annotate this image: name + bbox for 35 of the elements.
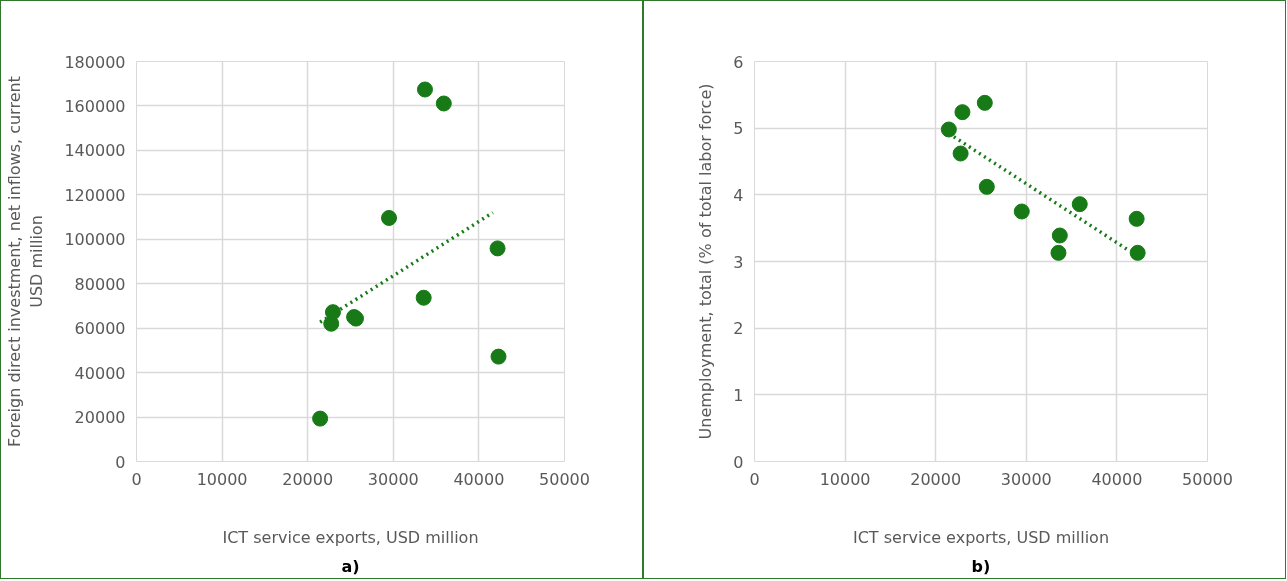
y-tick-label: 80000 [74, 274, 126, 294]
x-tick-label: 0 [131, 469, 142, 489]
x-tick-label: 20000 [282, 469, 334, 489]
x-tick-label: 10000 [196, 469, 248, 489]
y-tick-label: 180000 [64, 52, 126, 72]
x-tick-label: 0 [749, 469, 760, 489]
y-tick-label: 6 [733, 52, 744, 72]
x-axis-title: ICT service exports, USD million [222, 527, 479, 547]
x-axis-title: ICT service exports, USD million [852, 527, 1110, 547]
y-tick-label: 0 [115, 452, 126, 472]
x-tick-label: 30000 [367, 469, 419, 489]
y-tick-label: 0 [733, 452, 744, 472]
y-tick-label: 2 [733, 319, 744, 339]
y-axis-title: Foreign direct investment, net inflows, current USD million [4, 76, 47, 447]
x-tick-label: 50000 [539, 469, 590, 489]
x-tick-label: 10000 [819, 469, 871, 489]
y-tick-label: 4 [733, 185, 744, 205]
y-tick-label: 1 [733, 385, 744, 405]
y-tick-label: 60000 [74, 319, 126, 339]
x-tick-label: 40000 [453, 469, 505, 489]
x-tick-label: 50000 [1182, 469, 1233, 489]
text: a) [341, 556, 360, 576]
x-tick-label: 40000 [1091, 469, 1143, 489]
y-tick-label: 40000 [74, 363, 126, 383]
x-tick-label: 20000 [910, 469, 962, 489]
y-tick-label: 160000 [64, 96, 126, 116]
y-tick-label: 3 [733, 252, 744, 272]
y-tick-label: 100000 [64, 230, 126, 250]
y-tick-label: 20000 [74, 408, 126, 428]
y-tick-label: 5 [733, 119, 744, 139]
y-axis-title: Unemployment, total (% of total labor force) [696, 83, 716, 440]
y-tick-label: 120000 [64, 185, 126, 205]
y-tick-label: 140000 [64, 141, 126, 161]
text: b) [971, 556, 991, 576]
x-tick-label: 30000 [1000, 469, 1052, 489]
